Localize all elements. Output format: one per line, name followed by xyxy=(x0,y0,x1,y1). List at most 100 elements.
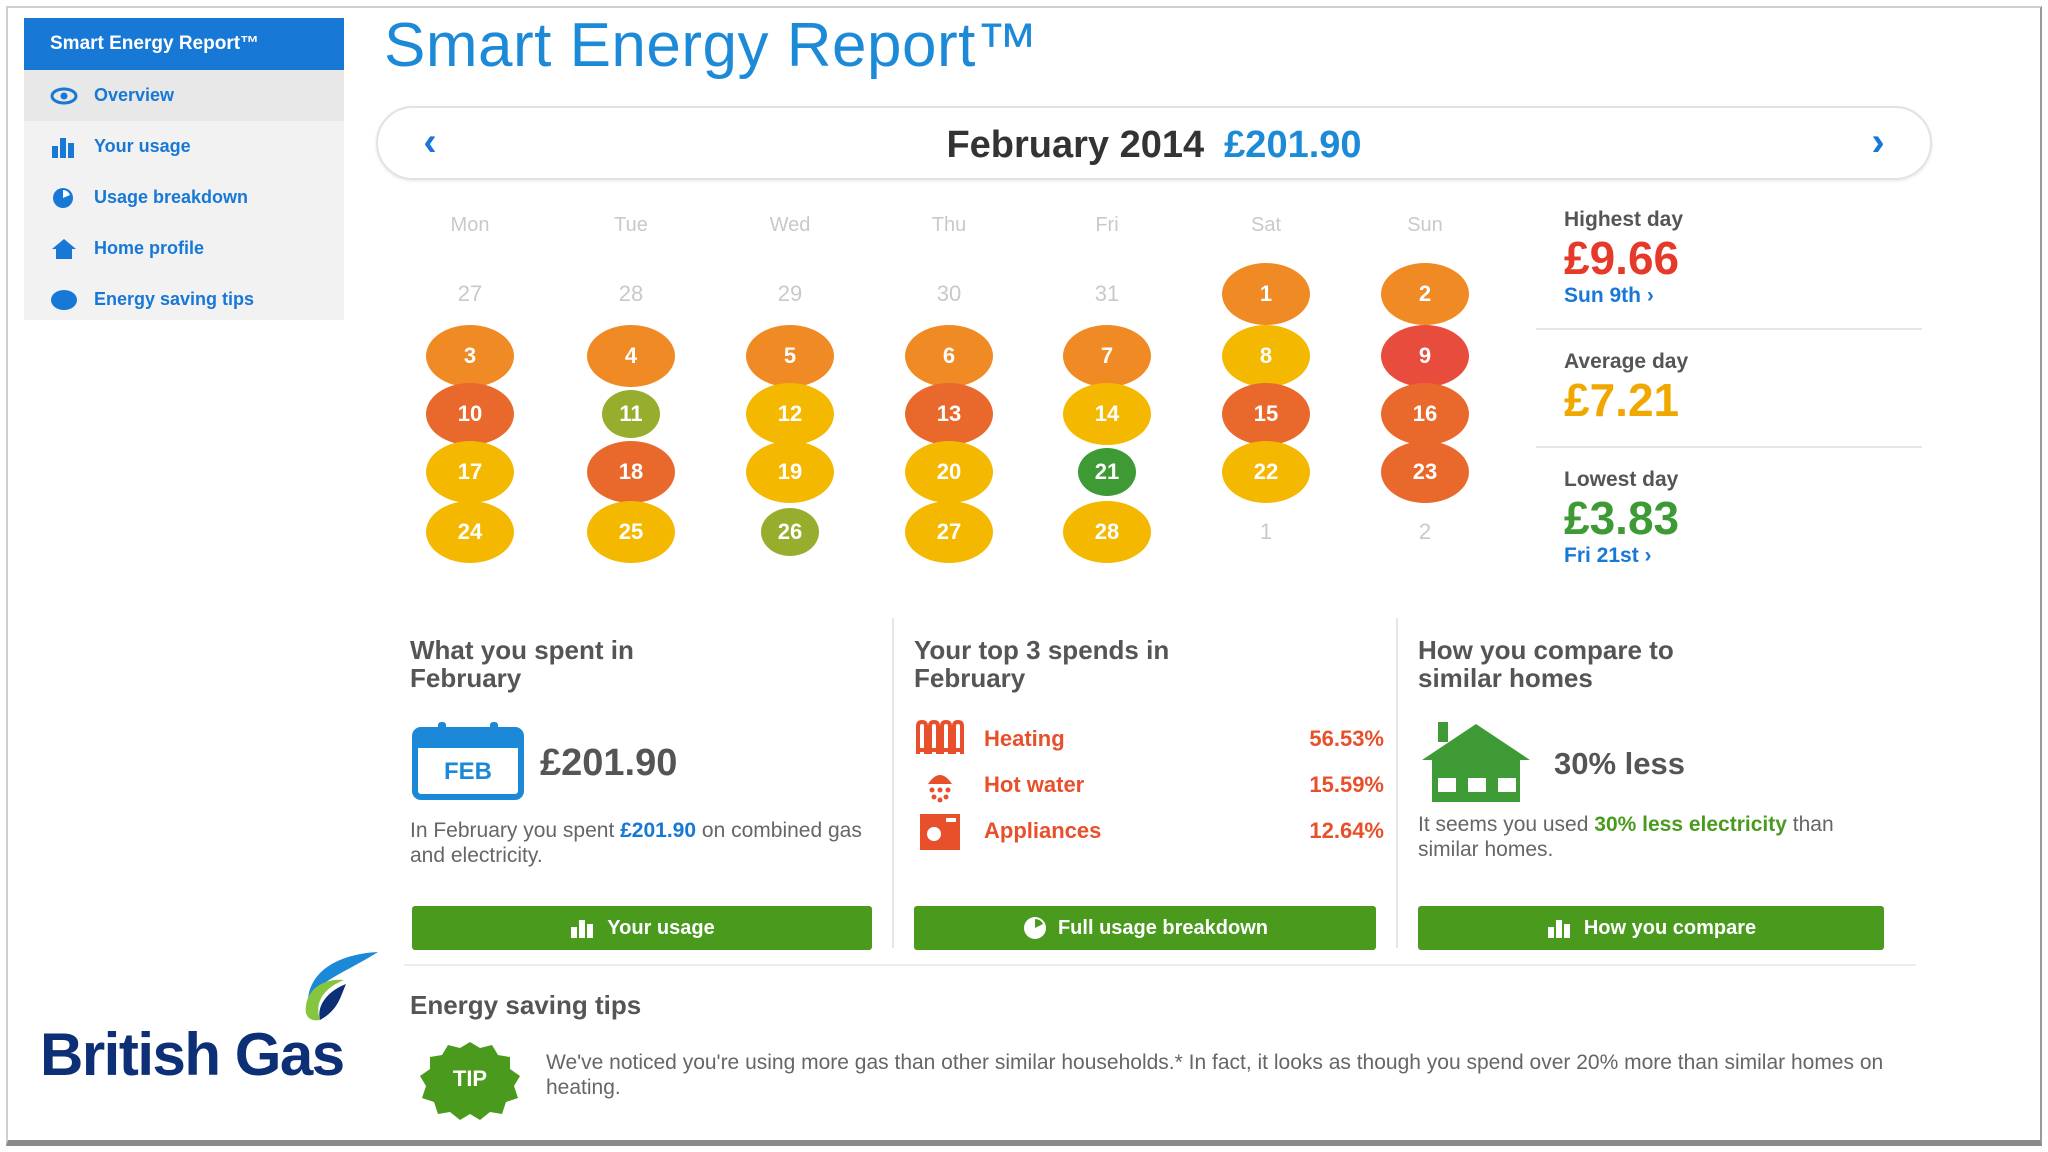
weekday-label: Sat xyxy=(1250,214,1282,236)
top-spends-title: Your top 3 spends in February xyxy=(914,635,1170,693)
sidebar-item-overview[interactable]: Overview xyxy=(24,70,344,121)
calendar-day[interactable]: 3 xyxy=(426,325,514,387)
next-month-button[interactable]: › xyxy=(1871,120,1885,164)
bar-chart-icon xyxy=(52,137,74,158)
sidebar-item-label: Home profile xyxy=(94,238,205,258)
spent-amount: £201.90 xyxy=(540,742,678,784)
text: than similar homes. xyxy=(1418,813,1834,861)
calendar-day[interactable]: 24 xyxy=(426,501,514,563)
pie-chart-icon xyxy=(1023,917,1046,939)
calendar-day[interactable]: 25 xyxy=(587,501,675,563)
calendar-day[interactable]: 19 xyxy=(746,441,834,503)
how-you-compare-button[interactable]: How you compare xyxy=(1418,906,1884,950)
calendar-day[interactable]: 28 xyxy=(1063,501,1151,563)
calendar-day-outside-month: 2 xyxy=(1418,519,1432,544)
house-icon xyxy=(1422,722,1530,802)
calendar-day[interactable]: 14 xyxy=(1063,383,1151,445)
calendar-day[interactable]: 17 xyxy=(426,441,514,503)
pie-chart-icon xyxy=(53,187,73,208)
radiator-icon xyxy=(916,720,964,754)
button-label: Your usage xyxy=(607,916,715,939)
calendar-day[interactable]: 27 xyxy=(905,501,993,563)
sidebar: Smart Energy Report™ Overview Your usage… xyxy=(24,18,344,320)
sidebar-item-label: Overview xyxy=(94,85,175,105)
highest-day-stat: Highest day £9.66 Sun 9th › xyxy=(1536,208,1922,308)
sidebar-item-label: Your usage xyxy=(94,136,191,156)
highest-day-value: £9.66 xyxy=(1564,232,1680,284)
divider xyxy=(1536,446,1922,448)
sidebar-item-label: Usage breakdown xyxy=(94,187,249,207)
calendar-day[interactable]: 1 xyxy=(1222,263,1310,325)
calendar-day[interactable]: 8 xyxy=(1222,325,1310,387)
spend-row-hot-water: Hot water 15.59% xyxy=(914,766,1384,806)
calendar-day[interactable]: 22 xyxy=(1222,441,1310,503)
highest-day-link[interactable]: Sun 9th › xyxy=(1564,284,1654,307)
sidebar-item-energy-saving-tips[interactable]: Energy saving tips xyxy=(24,274,344,325)
calendar-day[interactable]: 13 xyxy=(905,383,993,445)
calendar-day[interactable]: 12 xyxy=(746,383,834,445)
brand-name: British Gas xyxy=(40,1021,345,1088)
sidebar-item-label: Energy saving tips xyxy=(94,289,255,309)
spent-panel: What you spent in February FEB £201.90 I… xyxy=(410,636,880,867)
month-name: February 2014 xyxy=(946,124,1205,166)
panel-divider xyxy=(1396,618,1398,948)
bulb-icon xyxy=(51,289,77,310)
calendar-day[interactable]: 4 xyxy=(587,325,675,387)
weekday-label: Wed xyxy=(769,214,811,236)
lowest-day-stat: Lowest day £3.83 Fri 21st › xyxy=(1536,468,1922,568)
previous-month-button[interactable]: ‹ xyxy=(423,120,437,164)
tip-badge-icon xyxy=(420,1042,520,1120)
calendar-day[interactable]: 2 xyxy=(1381,263,1469,325)
text: It seems you used xyxy=(1418,813,1589,836)
average-day-stat: Average day £7.21 xyxy=(1536,350,1922,426)
weekday-label: Mon xyxy=(450,214,490,236)
spend-row-heating: Heating 56.53% xyxy=(914,720,1384,760)
sidebar-item-usage-breakdown[interactable]: Usage breakdown xyxy=(24,172,344,223)
sidebar-header[interactable]: Smart Energy Report™ xyxy=(24,18,344,70)
british-gas-logo: British Gas xyxy=(40,950,380,1090)
calendar-day[interactable]: 23 xyxy=(1381,441,1469,503)
weekday-label: Tue xyxy=(614,214,648,236)
sidebar-list: Overview Your usage Usage breakdown Home… xyxy=(24,70,344,320)
calendar-day[interactable]: 7 xyxy=(1063,325,1151,387)
compare-description: It seems you used 30% less electricity t… xyxy=(1418,812,1848,862)
calendar-day[interactable]: 5 xyxy=(746,325,834,387)
bar-chart-icon xyxy=(1547,920,1570,938)
weekday-label: Sun xyxy=(1407,214,1443,236)
calendar-day[interactable]: 21 xyxy=(1078,448,1136,496)
calendar-day[interactable]: 15 xyxy=(1222,383,1310,445)
tip-badge-label: TIP xyxy=(452,1066,488,1091)
daily-stats: Highest day £9.66 Sun 9th › Average day … xyxy=(1536,208,1922,568)
calendar-day[interactable]: 26 xyxy=(761,508,819,556)
calendar-day[interactable]: 16 xyxy=(1381,383,1469,445)
calendar-day[interactable]: 6 xyxy=(905,325,993,387)
panel-divider xyxy=(892,618,894,948)
spent-description: In February you spent £201.90 on combine… xyxy=(410,818,880,868)
sidebar-item-your-usage[interactable]: Your usage xyxy=(24,121,344,172)
stat-label: Average day xyxy=(1564,350,1689,373)
calendar-day[interactable]: 11 xyxy=(602,390,660,438)
calendar-day[interactable]: 10 xyxy=(426,383,514,445)
full-usage-breakdown-button[interactable]: Full usage breakdown xyxy=(914,906,1376,950)
your-usage-button[interactable]: Your usage xyxy=(412,906,872,950)
calendar-day-outside-month: 27 xyxy=(457,281,483,306)
lowest-day-link[interactable]: Fri 21st › xyxy=(1564,544,1652,567)
button-label: How you compare xyxy=(1583,916,1757,939)
spend-row-appliances: Appliances 12.64% xyxy=(914,812,1384,852)
spend-percent: 15.59% xyxy=(1309,772,1384,797)
spend-name: Hot water xyxy=(984,772,1085,797)
tip-text: We've noticed you're using more gas than… xyxy=(546,1051,1884,1099)
bar-chart-icon xyxy=(571,920,594,938)
calendar-day-outside-month: 28 xyxy=(618,281,644,306)
weekday-label: Thu xyxy=(931,214,967,236)
compare-value: 30% less xyxy=(1554,746,1685,781)
sidebar-item-home-profile[interactable]: Home profile xyxy=(24,223,344,274)
section-divider xyxy=(404,964,1916,966)
highlight-text: 30% less electricity xyxy=(1594,813,1787,836)
appliance-icon xyxy=(920,814,960,850)
calendar-day[interactable]: 9 xyxy=(1381,325,1469,387)
calendar-day[interactable]: 20 xyxy=(905,441,993,503)
eye-icon xyxy=(50,87,78,104)
month-label: February 2014 £201.90 xyxy=(378,124,1930,167)
calendar-day[interactable]: 18 xyxy=(587,441,675,503)
